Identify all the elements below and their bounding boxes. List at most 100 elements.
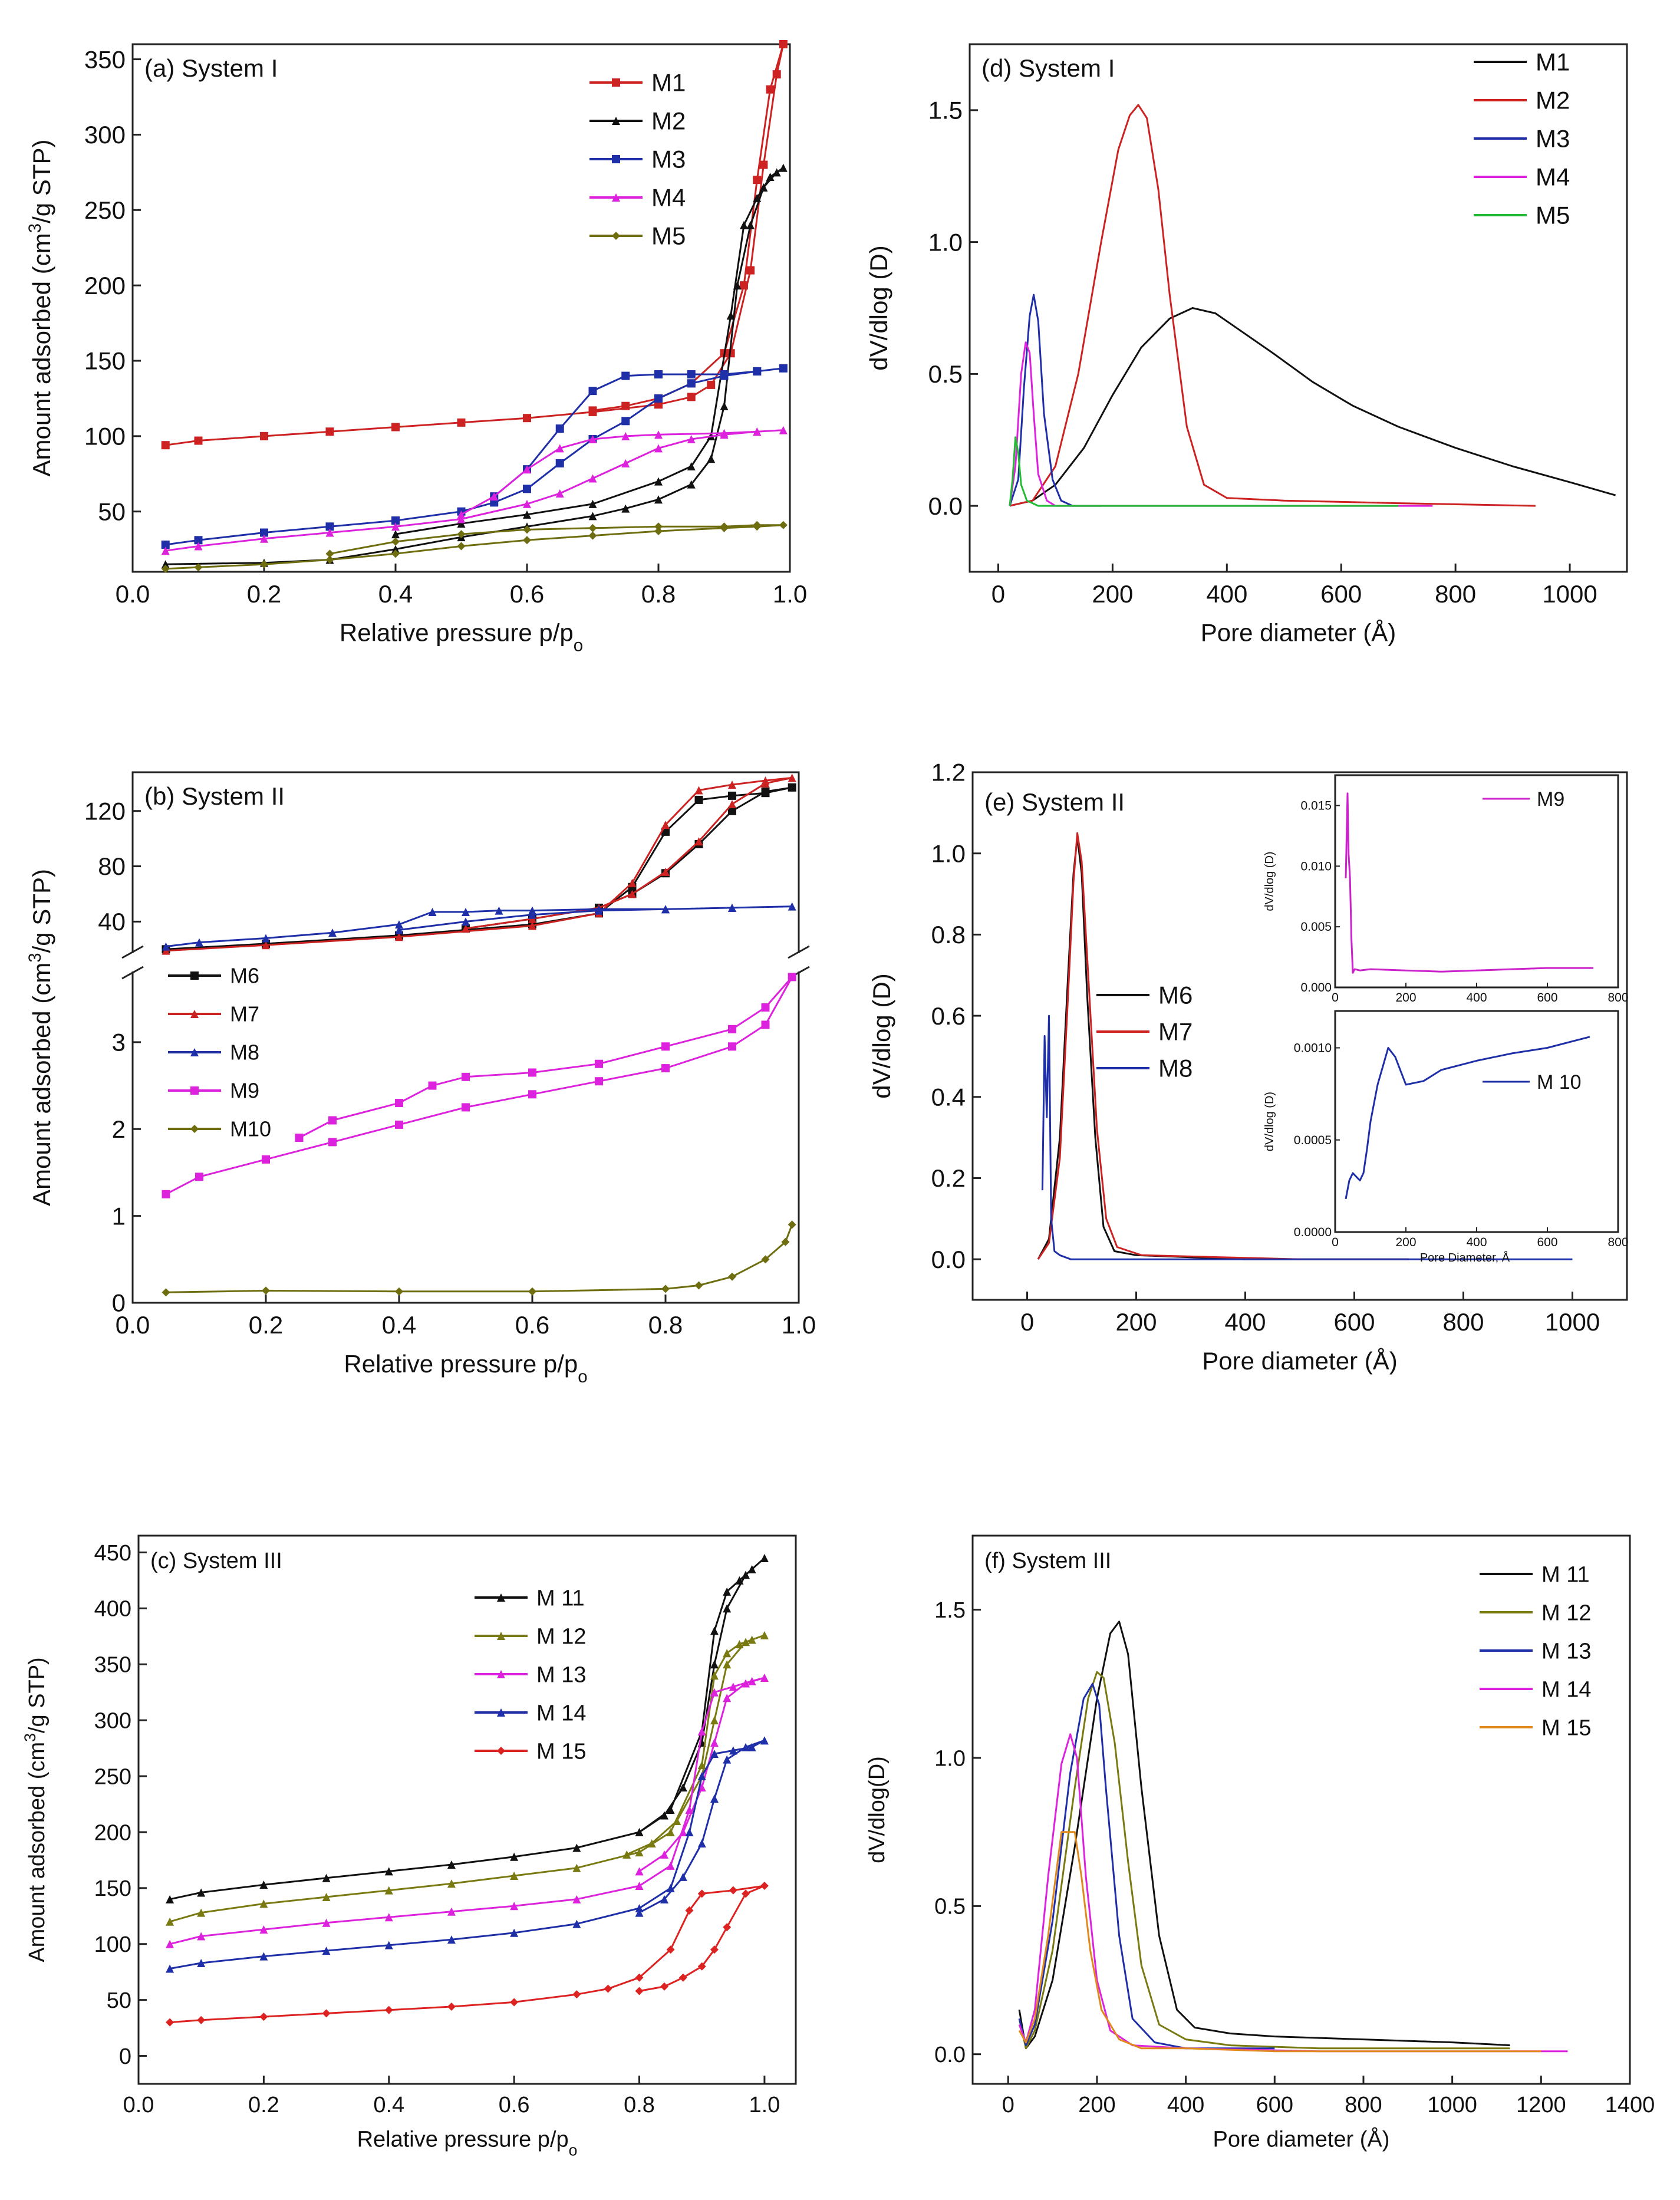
inset-y-tick-label: 0.0000 bbox=[1294, 1226, 1332, 1239]
data-point-b bbox=[462, 1103, 470, 1112]
data-point-b bbox=[728, 806, 736, 815]
data-point-b bbox=[628, 878, 637, 887]
data-point-b bbox=[262, 941, 270, 950]
data-point-c bbox=[322, 2009, 331, 2018]
data-point-c bbox=[322, 1947, 331, 1955]
x-tick-label-f: 0 bbox=[1002, 2093, 1014, 2117]
data-point-a bbox=[588, 406, 597, 415]
x-tick-label-f: 800 bbox=[1345, 2093, 1382, 2117]
data-point-c bbox=[166, 1895, 174, 1903]
legend-label-e: M7 bbox=[1158, 1018, 1193, 1046]
legend-marker-a bbox=[612, 232, 620, 240]
data-point-a bbox=[523, 485, 531, 493]
inset-y-tick-label: 0.0010 bbox=[1294, 1042, 1332, 1055]
data-point-a bbox=[555, 444, 564, 453]
series-line-a-m5 bbox=[165, 524, 785, 570]
y-tick-label-e: 0.4 bbox=[931, 1083, 966, 1111]
data-point-a bbox=[523, 499, 531, 508]
legend-label-d: M3 bbox=[1536, 125, 1570, 153]
data-point-c bbox=[747, 1677, 756, 1685]
x-tick-label-f: 200 bbox=[1078, 2093, 1115, 2117]
data-point-a bbox=[325, 549, 334, 558]
data-point-a bbox=[779, 364, 788, 373]
data-point-c bbox=[723, 1694, 732, 1702]
data-point-b bbox=[661, 867, 670, 876]
data-point-c bbox=[742, 1743, 750, 1751]
data-point-a bbox=[720, 370, 729, 379]
legend-marker-b bbox=[190, 1125, 199, 1133]
chart-panel-b: 0.0 0.2 0.4 0.6 0.8 1.0 40 80 120 0 1 2 3 (b) System … bbox=[25, 771, 816, 1386]
data-point-c bbox=[760, 1736, 769, 1745]
data-point-b bbox=[462, 917, 470, 926]
legend-marker-b bbox=[190, 1010, 199, 1018]
data-point-b bbox=[495, 906, 503, 915]
data-point-b bbox=[661, 1285, 670, 1293]
data-point-b bbox=[528, 914, 536, 923]
data-point-a bbox=[260, 528, 268, 537]
y-tick-label-c: 300 bbox=[94, 1708, 131, 1733]
legend-marker-c bbox=[497, 1708, 505, 1717]
data-point-c bbox=[723, 1587, 732, 1596]
chart-panel-e: 0 200 400 600 800 1000 0.0 0.2 0.4 0.6 0.8 1.0 1.2 (e… bbox=[868, 759, 1629, 1375]
data-point-c bbox=[322, 1918, 331, 1927]
inset-y-tick-label: 0.015 bbox=[1300, 799, 1332, 812]
data-point-b bbox=[694, 837, 703, 846]
data-point-b bbox=[328, 928, 337, 937]
data-point-a bbox=[766, 173, 775, 182]
data-point-b bbox=[661, 1042, 670, 1051]
chart-panel-f: 0 200 400 600 800 1000 1200 1400 0.0 0.5 1.0 1.5 (f)… bbox=[865, 1534, 1655, 2152]
inset-y-axis-label: dV/dlog (D) bbox=[1263, 1092, 1276, 1151]
data-point-a bbox=[588, 387, 597, 396]
data-point-a bbox=[391, 549, 400, 558]
data-point-c bbox=[666, 1861, 675, 1870]
x-tick-label-c: 0.8 bbox=[624, 2093, 655, 2117]
series-line-e-m7 bbox=[1037, 832, 1409, 1260]
series-line-c-m11 bbox=[169, 1557, 766, 1901]
data-point-c bbox=[635, 1973, 644, 1982]
legend-marker-a bbox=[612, 78, 620, 87]
data-point-c bbox=[729, 1682, 737, 1691]
data-point-c bbox=[685, 1827, 694, 1836]
data-point-b bbox=[761, 1003, 770, 1012]
y-tick-label-f: 0.0 bbox=[934, 2043, 966, 2067]
data-point-c bbox=[510, 1998, 519, 2007]
chart-title-a: (a) System I bbox=[144, 54, 278, 82]
data-point-b bbox=[395, 1099, 403, 1108]
legend-marker-b bbox=[190, 971, 199, 980]
legend-label-f: M 11 bbox=[1541, 1562, 1590, 1587]
data-point-a bbox=[621, 504, 630, 513]
series-line-f-m11 bbox=[1018, 1621, 1510, 2050]
inset-x-tick-label: 400 bbox=[1466, 991, 1487, 1005]
data-point-a bbox=[753, 521, 762, 529]
y-tick-label-b: 40 bbox=[98, 908, 126, 936]
x-tick-label-e: 600 bbox=[1333, 1308, 1375, 1336]
y-tick-label-b: 80 bbox=[98, 852, 126, 880]
legend-label-f: M 13 bbox=[1541, 1639, 1591, 1664]
data-point-a bbox=[707, 380, 716, 389]
data-point-a bbox=[720, 401, 729, 410]
x-tick-label-d: 400 bbox=[1206, 580, 1247, 608]
data-point-c bbox=[735, 1640, 744, 1649]
legend-label-d: M1 bbox=[1536, 48, 1570, 76]
data-point-a bbox=[588, 512, 597, 521]
data-point-c bbox=[710, 1660, 719, 1669]
data-point-b bbox=[295, 1134, 304, 1142]
x-tick-label-f: 1000 bbox=[1427, 2093, 1477, 2117]
data-point-a bbox=[707, 455, 716, 463]
legend-marker-c bbox=[497, 1670, 505, 1678]
data-point-b bbox=[195, 1173, 203, 1181]
legend-marker-c bbox=[497, 1632, 505, 1640]
series-line-b-m10 bbox=[166, 1224, 793, 1293]
legend-label-f: M 15 bbox=[1541, 1715, 1591, 1740]
series-line-d-m5 bbox=[1009, 436, 1399, 507]
data-point-a bbox=[687, 379, 696, 388]
data-point-c bbox=[197, 1908, 206, 1917]
legend-label-d: M5 bbox=[1536, 202, 1570, 229]
data-point-a bbox=[260, 432, 268, 440]
data-point-b bbox=[761, 779, 770, 788]
data-point-c bbox=[197, 2015, 206, 2024]
inset-y-tick-label: 0.000 bbox=[1300, 981, 1332, 994]
data-point-c bbox=[166, 2018, 174, 2027]
data-point-b bbox=[328, 1138, 337, 1147]
y-tick-label-a: 250 bbox=[84, 196, 126, 224]
